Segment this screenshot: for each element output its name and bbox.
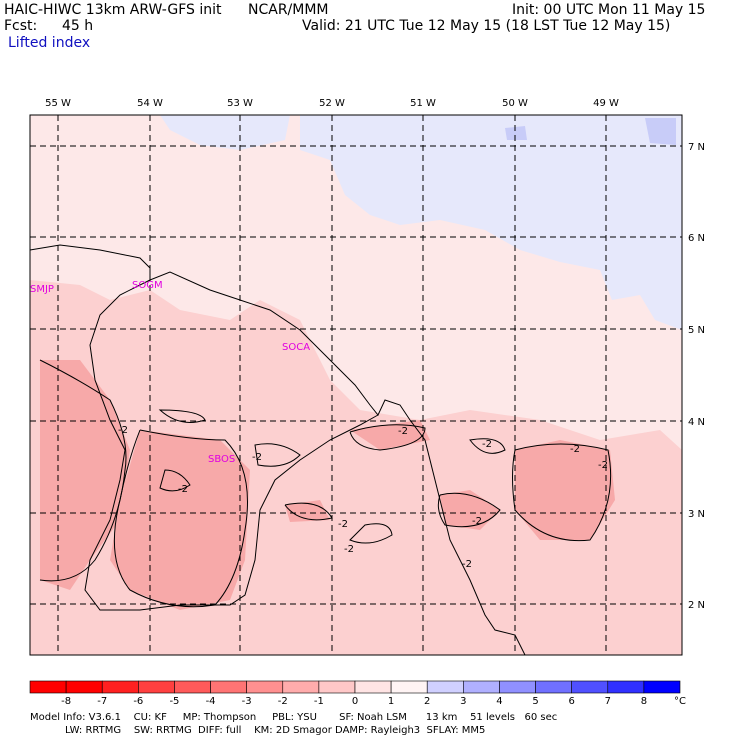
- colorbar-swatch: [138, 680, 175, 694]
- colorbar-swatch: [246, 680, 284, 694]
- colorbar-label: 2: [424, 696, 430, 707]
- negative-region-south: [440, 490, 500, 530]
- lat-label: 2 N: [688, 600, 705, 611]
- lon-label: 51 W: [410, 98, 436, 109]
- forecast-hour: 45 h: [62, 18, 94, 34]
- station-soca: SOCA: [282, 342, 310, 353]
- colorbar-swatch: [210, 680, 247, 694]
- contour-label: -2: [570, 444, 580, 455]
- positive-lifted-index-region: [300, 115, 682, 330]
- latitude-labels: 7 N 6 N 5 N 4 N 3 N 2 N: [688, 142, 705, 611]
- colorbar-label: 0: [352, 696, 358, 707]
- lat-label: 6 N: [688, 233, 705, 244]
- contour-label: -2: [482, 439, 492, 450]
- positive-region-small: [160, 115, 290, 150]
- colorbar-label: -6: [133, 696, 143, 707]
- colorbar-label: 3: [460, 696, 466, 707]
- model-info-line2: LW: RRTMG SW: RRTMG DIFF: full KM: 2D Sm…: [30, 725, 486, 736]
- colorbar-swatch: [29, 680, 67, 694]
- station-sbos: SBOS: [208, 454, 235, 465]
- colorbar-label: -8: [61, 696, 71, 707]
- negative-region-sbos: [110, 430, 250, 610]
- organization-label: NCAR/MMM: [248, 2, 329, 18]
- station-smjp: SMJP: [30, 284, 54, 295]
- negative-region-east: [515, 440, 615, 540]
- colorbar-swatch: [282, 680, 320, 694]
- lat-lon-grid: [30, 115, 682, 655]
- contour-value-labels: -2 -2 -2 -2 -2 -2 -2 -2 -2 -2 -2: [118, 425, 608, 570]
- colorbar-swatch: [571, 680, 609, 694]
- colorbar-label: 8: [641, 696, 647, 707]
- lat-label: 7 N: [688, 142, 705, 153]
- colorbar-label: 6: [568, 696, 574, 707]
- colorbar-swatch: [318, 680, 356, 694]
- colorbar-label: 1: [388, 696, 394, 707]
- colorbar-swatch: [65, 680, 103, 694]
- lat-label: 3 N: [688, 509, 705, 520]
- colorbar: -8 -7 -6 -5 -4 -3 -2 -1 0 1 2 3 4 5 6 7 8: [29, 680, 681, 707]
- colorbar-swatch: [463, 680, 500, 694]
- colorbar-label: -3: [242, 696, 252, 707]
- colorbar-label: 4: [496, 696, 502, 707]
- contour-label: -2: [338, 519, 348, 530]
- colorbar-swatch: [499, 680, 536, 694]
- colorbar-swatch: [354, 680, 392, 694]
- colorbar-label: 7: [605, 696, 611, 707]
- model-info-line1: Model Info: V3.6.1 CU: KF MP: Thompson P…: [30, 712, 558, 723]
- field-name: Lifted index: [8, 35, 91, 51]
- colorbar-swatch: [607, 680, 645, 694]
- colorbar-label: 5: [532, 696, 538, 707]
- positive-region-strong: [645, 118, 676, 145]
- lon-label: 55 W: [45, 98, 71, 109]
- colorbar-unit: °C: [674, 696, 686, 707]
- lon-label: 53 W: [227, 98, 253, 109]
- colorbar-swatch: [426, 680, 464, 694]
- contour-label: -2: [398, 426, 408, 437]
- init-time: Init: 00 UTC Mon 11 May 15: [512, 2, 706, 18]
- model-title: HAIC-HIWC 13km ARW-GFS init: [4, 2, 222, 18]
- map-frame: [29, 114, 683, 656]
- station-sogm: SOGM: [132, 280, 163, 291]
- colorbar-label: -5: [169, 696, 179, 707]
- valid-time: Valid: 21 UTC Tue 12 May 15 (18 LST Tue …: [302, 18, 671, 34]
- positive-region-spot: [505, 126, 527, 140]
- lon-label: 52 W: [319, 98, 345, 109]
- colorbar-label: -4: [206, 696, 216, 707]
- colorbar-label: -1: [314, 696, 324, 707]
- contour-label: -2: [252, 452, 262, 463]
- colorbar-swatch: [174, 680, 211, 694]
- colorbar-swatch: [101, 680, 139, 694]
- negative-region-small: [285, 500, 330, 522]
- contour-label: -2: [344, 544, 354, 555]
- lon-label: 50 W: [502, 98, 528, 109]
- lon-label: 54 W: [137, 98, 163, 109]
- contour-label: -2: [178, 484, 188, 495]
- contour-label: -2: [462, 559, 472, 570]
- negative-region-west: [40, 360, 130, 590]
- colorbar-swatch: [643, 680, 681, 694]
- colorbar-label: -2: [278, 696, 288, 707]
- station-labels: SMJP SOGM SOCA SBOS: [30, 280, 310, 465]
- colorbar-swatch: [535, 680, 572, 694]
- lat-label: 4 N: [688, 417, 705, 428]
- contour-label: -2: [598, 460, 608, 471]
- contour-label: -2: [118, 425, 128, 436]
- lat-label: 5 N: [688, 325, 705, 336]
- lon-label: 49 W: [593, 98, 619, 109]
- contour-label: -2: [472, 516, 482, 527]
- forecast-label: Fcst:: [4, 18, 38, 34]
- colorbar-swatch: [390, 680, 428, 694]
- colorbar-label: -7: [97, 696, 107, 707]
- longitude-labels: 55 W 54 W 53 W 52 W 51 W 50 W 49 W: [45, 98, 619, 109]
